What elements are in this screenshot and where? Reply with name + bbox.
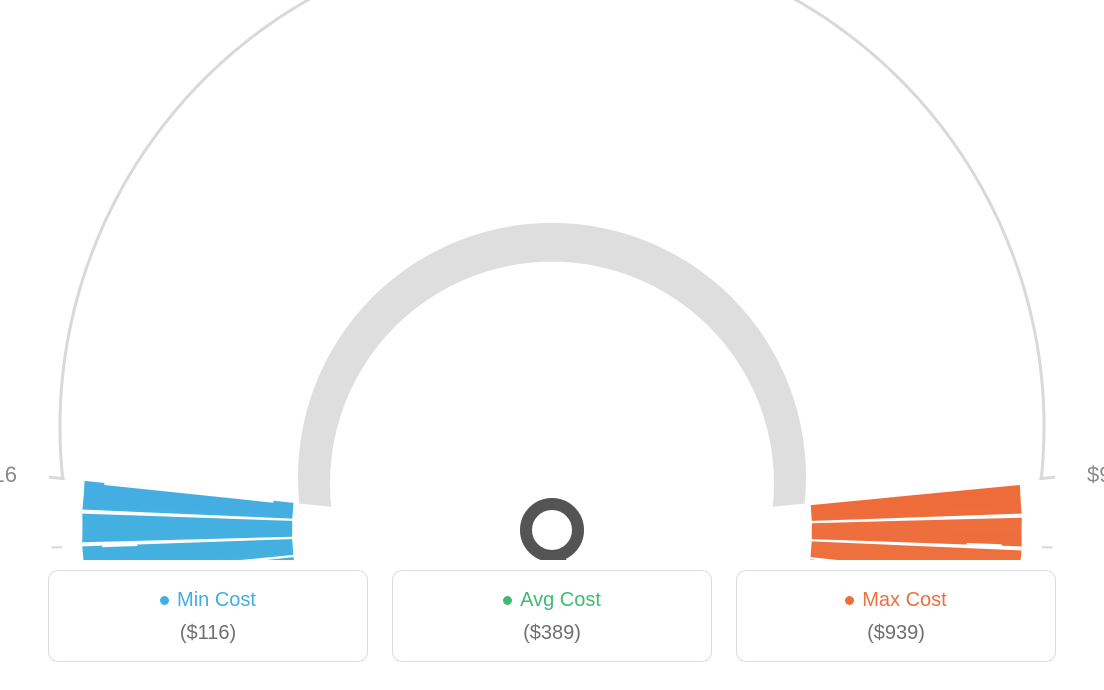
gauge-chart: $116$184$252$389$572$755$939 [0,0,1104,560]
legend-card-max: Max Cost ($939) [736,570,1056,662]
legend-dot-max [845,596,854,605]
inner-ring [298,223,806,507]
tick-label: $116 [0,462,17,487]
outer-tick [1039,477,1055,479]
needle-hub [526,504,578,556]
legend-row: Min Cost ($116) Avg Cost ($389) Max Cost… [0,570,1104,662]
legend-value-min: ($116) [49,622,367,645]
gauge-svg: $116$184$252$389$572$755$939 [0,0,1104,560]
legend-label-avg: Avg Cost [520,589,601,612]
gauge-segment [812,518,1022,547]
legend-value-max: ($939) [737,622,1055,645]
tick-label: $939 [1087,462,1104,487]
minor-tick [102,544,137,545]
minor-tick [967,544,1002,545]
gauge-segment [82,514,292,543]
legend-title-min: Min Cost [160,589,256,612]
legend-label-max: Max Cost [862,589,946,612]
legend-dot-min [160,596,169,605]
legend-label-min: Min Cost [177,589,256,612]
legend-dot-avg [503,596,512,605]
legend-title-max: Max Cost [845,589,946,612]
legend-title-avg: Avg Cost [503,589,601,612]
outer-tick [49,477,65,479]
gauge-segment [82,539,293,560]
legend-value-avg: ($389) [393,622,711,645]
legend-card-min: Min Cost ($116) [48,570,368,662]
legend-card-avg: Avg Cost ($389) [392,570,712,662]
